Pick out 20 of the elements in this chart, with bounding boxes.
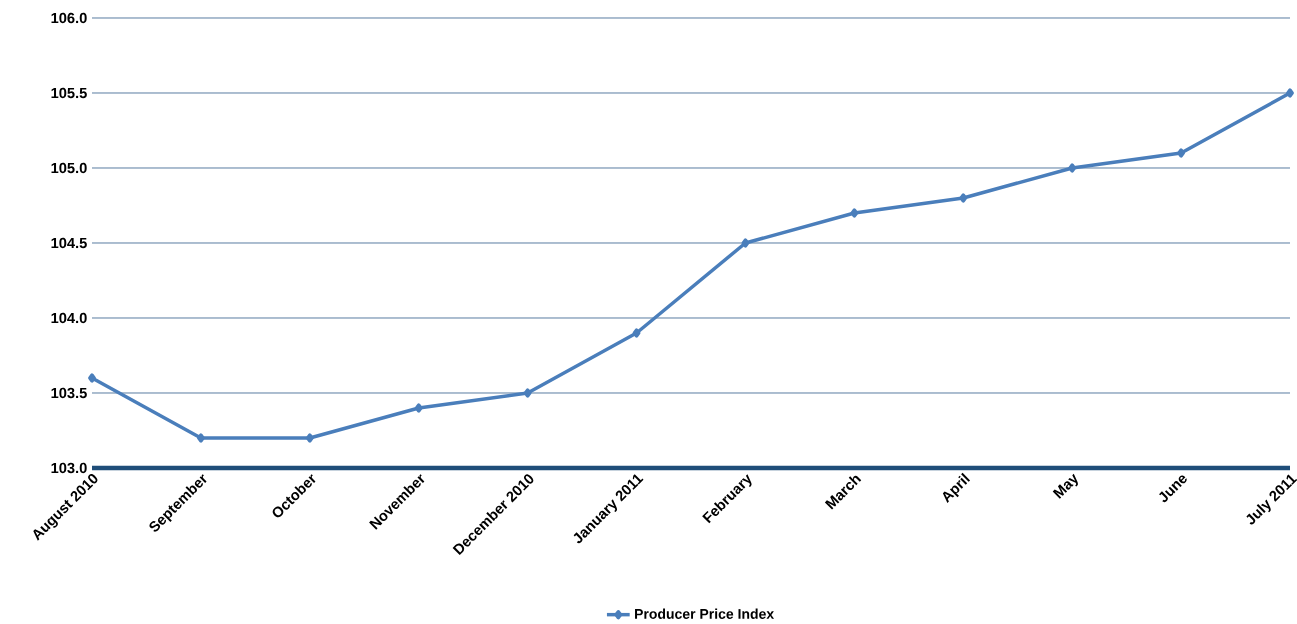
point bbox=[523, 388, 532, 398]
point bbox=[414, 403, 423, 413]
point bbox=[1068, 163, 1077, 173]
y-tick-label: 104.5 bbox=[51, 237, 87, 249]
point bbox=[741, 238, 750, 248]
y-tick-label: 103.0 bbox=[51, 462, 87, 474]
point bbox=[88, 373, 96, 383]
point bbox=[1177, 148, 1186, 158]
point bbox=[196, 433, 205, 443]
y-tick-label: 105.5 bbox=[51, 87, 87, 99]
y-tick-label: 106.0 bbox=[51, 12, 87, 24]
point bbox=[1286, 88, 1294, 98]
y-tick-label: 105.0 bbox=[51, 162, 87, 174]
y-tick-label: 103.5 bbox=[51, 387, 87, 399]
point bbox=[850, 208, 859, 218]
point bbox=[632, 328, 641, 338]
point bbox=[305, 433, 314, 443]
y-tick-label: 104.0 bbox=[51, 312, 87, 324]
legend-label: Producer Price Index bbox=[635, 608, 775, 619]
point bbox=[959, 193, 968, 203]
